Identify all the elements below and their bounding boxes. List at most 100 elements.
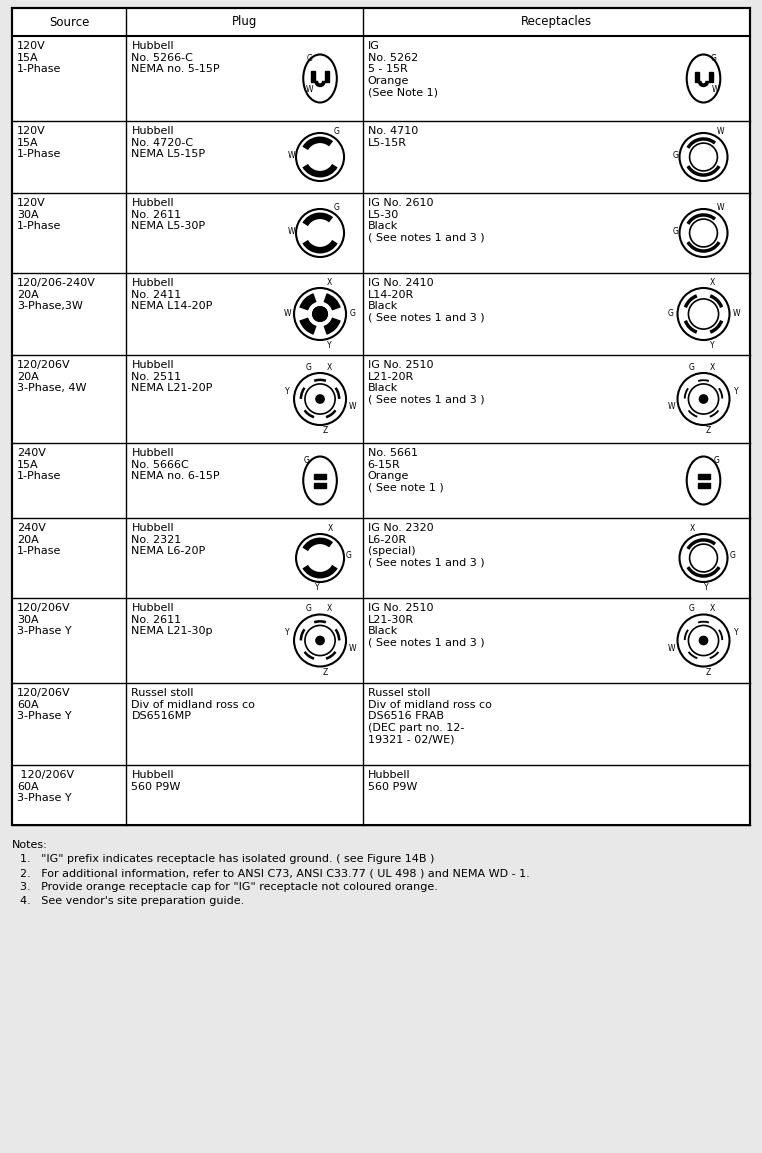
Circle shape	[677, 374, 729, 425]
Text: G: G	[304, 455, 310, 465]
Text: 120V
30A
1-Phase: 120V 30A 1-Phase	[17, 198, 62, 232]
Text: X: X	[326, 604, 331, 613]
Text: G: G	[346, 551, 352, 560]
Circle shape	[307, 220, 333, 247]
Circle shape	[700, 394, 708, 404]
Text: Source: Source	[49, 15, 89, 29]
Text: G: G	[307, 54, 313, 63]
Circle shape	[315, 635, 325, 646]
Circle shape	[690, 544, 718, 572]
Circle shape	[294, 374, 346, 425]
Circle shape	[690, 219, 718, 247]
Text: Z: Z	[322, 668, 328, 677]
Bar	[325, 71, 329, 82]
Text: Z: Z	[706, 668, 712, 677]
Text: 4.   See vendor's site preparation guide.: 4. See vendor's site preparation guide.	[20, 896, 245, 906]
Circle shape	[307, 545, 333, 571]
Circle shape	[294, 288, 346, 340]
Text: Hubbell
No. 5266-C
NEMA no. 5-15P: Hubbell No. 5266-C NEMA no. 5-15P	[131, 42, 220, 74]
Text: 2.   For additional information, refer to ANSI C73, ANSI C33.77 ( UL 498 ) and N: 2. For additional information, refer to …	[20, 868, 530, 877]
Text: W: W	[732, 309, 740, 318]
Text: IG
No. 5262
5 - 15R
Orange
(See Note 1): IG No. 5262 5 - 15R Orange (See Note 1)	[367, 42, 437, 97]
Circle shape	[688, 542, 719, 573]
Circle shape	[690, 219, 718, 247]
Text: G: G	[350, 309, 356, 318]
Text: No. 5661
6-15R
Orange
( See note 1 ): No. 5661 6-15R Orange ( See note 1 )	[367, 449, 443, 492]
Circle shape	[296, 209, 344, 257]
Text: Y: Y	[734, 386, 738, 395]
Text: Z: Z	[322, 427, 328, 435]
Bar	[697, 474, 709, 478]
Text: 120V
15A
1-Phase: 120V 15A 1-Phase	[17, 126, 62, 159]
Text: G: G	[673, 226, 679, 235]
Text: Hubbell
No. 2611
NEMA L21-30p: Hubbell No. 2611 NEMA L21-30p	[131, 603, 213, 636]
Wedge shape	[315, 82, 325, 86]
Text: 240V
15A
1-Phase: 240V 15A 1-Phase	[17, 449, 62, 481]
Text: W: W	[668, 402, 675, 412]
Circle shape	[688, 218, 719, 249]
Circle shape	[690, 143, 718, 171]
Text: IG No. 2610
L5-30
Black
( See notes 1 and 3 ): IG No. 2610 L5-30 Black ( See notes 1 an…	[367, 198, 484, 243]
Text: X: X	[710, 363, 716, 371]
Circle shape	[680, 534, 728, 582]
Circle shape	[680, 209, 728, 257]
Circle shape	[303, 382, 338, 416]
Text: Hubbell
560 P9W: Hubbell 560 P9W	[131, 770, 181, 792]
Text: G: G	[689, 604, 695, 613]
Text: W: W	[716, 203, 724, 212]
Text: W: W	[283, 309, 291, 318]
Text: W: W	[349, 643, 357, 653]
Text: Y: Y	[327, 341, 331, 351]
Text: X: X	[710, 604, 716, 613]
Text: 120/206V
60A
3-Phase Y: 120/206V 60A 3-Phase Y	[17, 688, 72, 721]
Text: Hubbell
560 P9W: Hubbell 560 P9W	[367, 770, 417, 792]
Text: G: G	[334, 127, 340, 136]
Text: Y: Y	[710, 341, 715, 351]
Circle shape	[305, 384, 335, 414]
Ellipse shape	[687, 457, 720, 505]
Circle shape	[688, 625, 719, 656]
Text: Hubbell
No. 2511
NEMA L21-20P: Hubbell No. 2511 NEMA L21-20P	[131, 360, 213, 393]
Text: 1.   "IG" prefix indicates receptacle has isolated ground. ( see Figure 14B ): 1. "IG" prefix indicates receptacle has …	[20, 854, 434, 864]
Text: X: X	[326, 363, 331, 371]
Circle shape	[687, 624, 721, 657]
Ellipse shape	[303, 457, 337, 505]
Text: G: G	[334, 203, 340, 212]
Bar	[311, 71, 315, 82]
Circle shape	[687, 382, 721, 416]
Circle shape	[690, 544, 718, 572]
Bar	[314, 482, 326, 488]
Text: 120V
15A
1-Phase: 120V 15A 1-Phase	[17, 42, 62, 74]
Circle shape	[312, 307, 328, 322]
Text: Y: Y	[285, 386, 290, 395]
Text: 3.   Provide orange receptacle cap for "IG" receptacle not coloured orange.: 3. Provide orange receptacle cap for "IG…	[20, 882, 438, 892]
Text: 120/206-240V
20A
3-Phase,3W: 120/206-240V 20A 3-Phase,3W	[17, 278, 96, 311]
Circle shape	[307, 144, 333, 171]
Text: Russel stoll
Div of midland ross co
DS6516 FRAB
(DEC part no. 12-
19321 - 02/WE): Russel stoll Div of midland ross co DS65…	[367, 688, 491, 745]
Circle shape	[680, 133, 728, 181]
Text: 120/206V
20A
3-Phase, 4W: 120/206V 20A 3-Phase, 4W	[17, 360, 87, 393]
Text: W: W	[716, 127, 724, 136]
Circle shape	[309, 302, 331, 325]
Text: W: W	[287, 226, 295, 235]
Text: Hubbell
No. 2321
NEMA L6-20P: Hubbell No. 2321 NEMA L6-20P	[131, 523, 206, 556]
Text: IG No. 2510
L21-30R
Black
( See notes 1 and 3 ): IG No. 2510 L21-30R Black ( See notes 1 …	[367, 603, 484, 648]
Text: W: W	[287, 151, 295, 159]
Ellipse shape	[303, 54, 337, 103]
Bar	[314, 474, 326, 478]
Text: Y: Y	[734, 628, 738, 638]
Text: X: X	[710, 278, 716, 287]
Circle shape	[690, 143, 718, 171]
Text: Hubbell
No. 2411
NEMA L14-20P: Hubbell No. 2411 NEMA L14-20P	[131, 278, 213, 311]
Text: IG No. 2510
L21-20R
Black
( See notes 1 and 3 ): IG No. 2510 L21-20R Black ( See notes 1 …	[367, 360, 484, 405]
Text: Y: Y	[315, 582, 320, 591]
Text: W: W	[306, 85, 312, 93]
Circle shape	[688, 384, 719, 414]
Text: Hubbell
No. 4720-C
NEMA L5-15P: Hubbell No. 4720-C NEMA L5-15P	[131, 126, 206, 159]
Text: Russel stoll
Div of midland ross co
DS6516MP: Russel stoll Div of midland ross co DS65…	[131, 688, 255, 721]
Circle shape	[688, 625, 719, 656]
Text: Receptacles: Receptacles	[520, 15, 592, 29]
Text: Plug: Plug	[232, 15, 257, 29]
Bar	[694, 71, 699, 82]
Text: Z: Z	[706, 427, 712, 435]
